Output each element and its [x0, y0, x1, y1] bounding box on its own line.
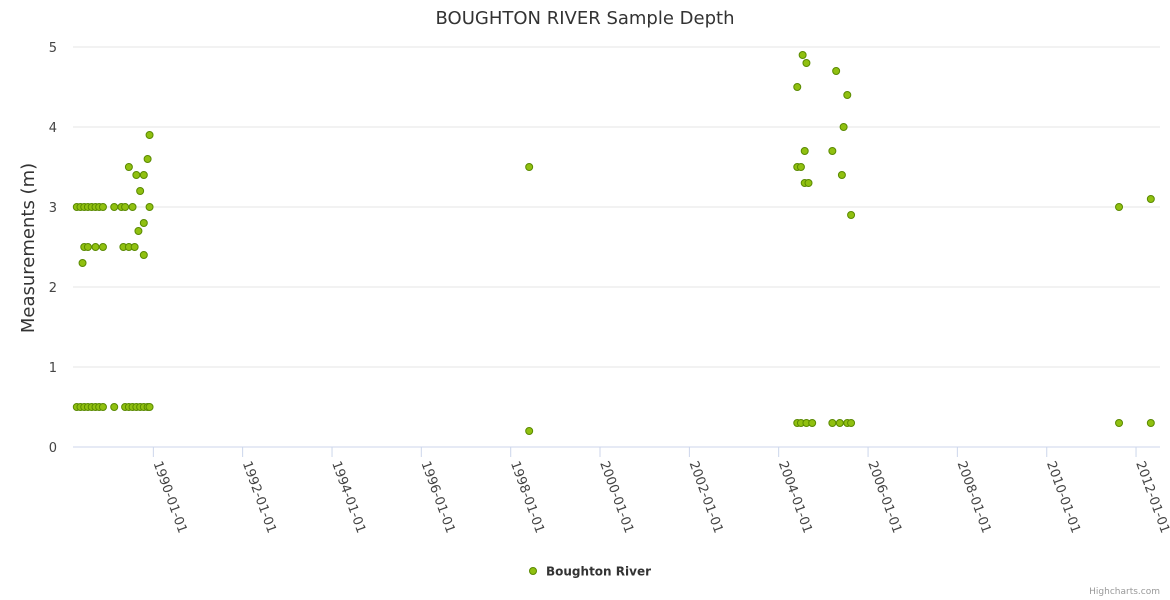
- data-point[interactable]: [525, 163, 534, 171]
- data-point[interactable]: [145, 131, 154, 139]
- data-point[interactable]: [839, 123, 848, 131]
- data-point[interactable]: [130, 243, 139, 251]
- data-point[interactable]: [139, 251, 148, 259]
- data-point[interactable]: [1115, 419, 1124, 427]
- legend-marker[interactable]: [529, 567, 537, 575]
- data-point[interactable]: [145, 403, 154, 411]
- y-tick-label: 5: [49, 41, 57, 56]
- y-tick-label: 0: [49, 441, 57, 456]
- y-tick-label: 4: [49, 121, 57, 136]
- data-point[interactable]: [124, 163, 133, 171]
- data-point[interactable]: [1115, 203, 1124, 211]
- y-tick-labels: 0 1 2 3 4 5: [49, 41, 57, 456]
- data-point[interactable]: [804, 179, 813, 187]
- data-point[interactable]: [837, 171, 846, 179]
- data-point[interactable]: [847, 419, 856, 427]
- data-point[interactable]: [798, 51, 807, 59]
- y-gridlines: [73, 46, 1160, 368]
- data-point[interactable]: [134, 227, 143, 235]
- data-point[interactable]: [828, 147, 837, 155]
- data-point[interactable]: [808, 419, 817, 427]
- data-point[interactable]: [143, 155, 152, 163]
- data-point[interactable]: [98, 203, 107, 211]
- data-point[interactable]: [835, 419, 844, 427]
- data-point[interactable]: [800, 147, 809, 155]
- chart-title: BOUGHTON RIVER Sample Depth: [436, 8, 735, 29]
- data-point[interactable]: [110, 403, 119, 411]
- data-point[interactable]: [139, 171, 148, 179]
- data-point[interactable]: [128, 203, 137, 211]
- y-tick-label: 2: [49, 281, 57, 296]
- legend-item-boughton-river[interactable]: Boughton River: [546, 565, 651, 579]
- data-point[interactable]: [91, 243, 100, 251]
- data-point[interactable]: [793, 83, 802, 91]
- data-point[interactable]: [136, 187, 145, 195]
- credits-link[interactable]: Highcharts.com: [1089, 587, 1160, 597]
- data-point[interactable]: [843, 91, 852, 99]
- data-point[interactable]: [83, 243, 92, 251]
- data-point[interactable]: [145, 203, 154, 211]
- data-point[interactable]: [796, 163, 805, 171]
- data-point[interactable]: [98, 403, 107, 411]
- data-point[interactable]: [132, 171, 141, 179]
- data-point[interactable]: [832, 67, 841, 75]
- y-axis-title: Measurements (m): [18, 163, 39, 333]
- data-point[interactable]: [1146, 195, 1155, 203]
- data-point[interactable]: [847, 211, 856, 219]
- legend[interactable]: Boughton River: [529, 565, 652, 579]
- data-point[interactable]: [525, 427, 534, 435]
- data-point[interactable]: [1146, 419, 1155, 427]
- y-tick-label: 1: [49, 361, 57, 376]
- data-point[interactable]: [139, 219, 148, 227]
- y-tick-label: 3: [49, 201, 57, 216]
- data-point[interactable]: [78, 259, 87, 267]
- data-point[interactable]: [802, 59, 811, 67]
- data-point[interactable]: [828, 419, 837, 427]
- data-point[interactable]: [98, 243, 107, 251]
- data-point[interactable]: [121, 203, 130, 211]
- data-point[interactable]: [110, 203, 119, 211]
- data-points: [72, 51, 1155, 435]
